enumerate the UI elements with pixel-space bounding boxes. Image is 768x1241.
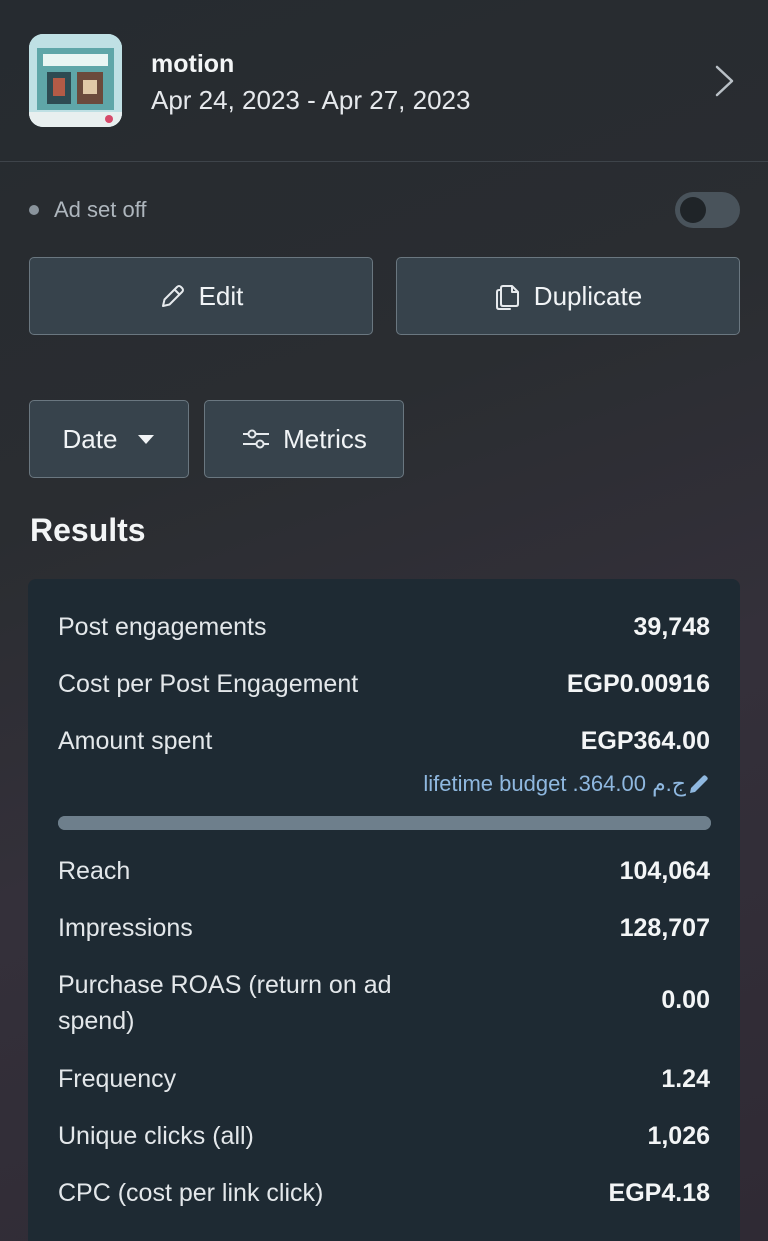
metric-label: Reach — [58, 857, 131, 885]
metric-value: 0.00 — [661, 986, 710, 1014]
metric-value: 104,064 — [619, 857, 710, 885]
ad-set-toggle[interactable] — [675, 192, 740, 228]
chevron-right-icon[interactable] — [712, 64, 736, 98]
metrics-button[interactable]: Metrics — [204, 400, 404, 478]
budget-progress-bar — [58, 816, 711, 830]
metric-value: 39,748 — [633, 613, 710, 641]
results-title: Results — [30, 512, 146, 548]
metric-label: Purchase ROAS (return on ad spend) — [58, 971, 392, 1035]
toggle-knob — [680, 197, 706, 223]
metric-label: Post engagements — [58, 613, 267, 641]
metric-value: 1.24 — [661, 1065, 710, 1093]
date-dropdown[interactable]: Date — [29, 400, 189, 478]
metric-label: CPC (cost per link click) — [58, 1179, 324, 1207]
edit-label: Edit — [198, 280, 244, 311]
duplicate-button[interactable]: Duplicate — [396, 257, 740, 335]
metric-label: Impressions — [58, 914, 193, 942]
budget-edit-link[interactable]: lifetime budget .ج.م 364.00 — [423, 771, 710, 797]
sliders-icon — [243, 429, 270, 449]
ad-name: motion — [151, 50, 235, 78]
metric-label: Unique clicks (all) — [58, 1122, 254, 1150]
budget-progress-fill — [58, 816, 711, 830]
status-dot — [29, 205, 39, 215]
metric-label: Frequency — [58, 1065, 177, 1093]
metric-value: EGP364.00 — [580, 727, 710, 755]
pencil-icon — [690, 775, 708, 793]
ad-header[interactable]: motion Apr 24, 2023 - Apr 27, 2023 — [0, 0, 768, 162]
metric-value: 128,707 — [619, 914, 710, 942]
metric-label: Cost per Post Engagement — [58, 670, 359, 698]
ad-thumbnail — [29, 34, 122, 127]
duplicate-label: Duplicate — [533, 280, 643, 311]
metric-value: EGP4.18 — [608, 1179, 710, 1207]
metric-label: Amount spent — [58, 727, 213, 755]
metric-value: EGP0.00916 — [566, 670, 710, 698]
metric-value: 1,026 — [647, 1122, 710, 1150]
ad-set-status: Ad set off — [54, 197, 147, 222]
date-label: Date — [62, 423, 118, 454]
pencil-icon — [161, 285, 184, 307]
budget-text: lifetime budget .ج.م 364.00 — [423, 771, 686, 796]
ad-date-range: Apr 24, 2023 - Apr 27, 2023 — [151, 85, 471, 115]
edit-button[interactable]: Edit — [29, 257, 373, 335]
copy-icon — [495, 285, 519, 310]
results-card: Post engagements 39,748 Cost per Post En… — [28, 579, 740, 1241]
metrics-label: Metrics — [283, 423, 367, 454]
caret-down-icon — [138, 435, 155, 444]
